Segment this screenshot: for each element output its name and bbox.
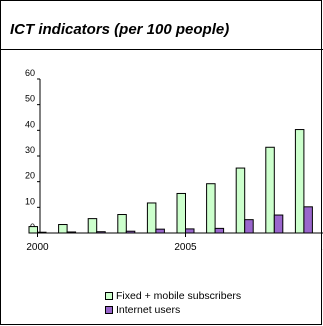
bar-internet bbox=[273, 214, 284, 234]
bar-internet bbox=[185, 228, 195, 234]
y-tick-label: 10 bbox=[25, 196, 35, 206]
x-tick-label: 2000 bbox=[26, 242, 49, 253]
legend-label-internet: Internet users bbox=[116, 304, 181, 316]
y-tick-label: 30 bbox=[25, 145, 35, 155]
y-tick-label: 50 bbox=[25, 94, 35, 104]
bar-internet bbox=[66, 231, 77, 234]
bar-internet bbox=[303, 206, 313, 234]
bar-fixed-mobile bbox=[265, 146, 275, 234]
legend-item-fixed-mobile: Fixed + mobile subscribers bbox=[105, 289, 241, 303]
bar-fixed-mobile bbox=[117, 214, 127, 234]
y-tick-label: 20 bbox=[25, 171, 35, 181]
legend: Fixed + mobile subscribers Internet user… bbox=[105, 289, 241, 317]
bar-internet bbox=[214, 227, 225, 234]
bar-fixed-mobile bbox=[206, 183, 216, 234]
title-divider bbox=[1, 49, 323, 50]
bar-internet bbox=[155, 228, 165, 234]
legend-item-internet: Internet users bbox=[105, 303, 241, 317]
x-tick-label: 2005 bbox=[174, 242, 197, 253]
legend-label-fixed-mobile: Fixed + mobile subscribers bbox=[116, 290, 242, 302]
y-tick-label: 60 bbox=[25, 68, 35, 78]
bar-fixed-mobile bbox=[87, 218, 98, 234]
bar-internet bbox=[125, 230, 136, 234]
y-tick-label: 40 bbox=[25, 119, 35, 129]
bar-fixed-mobile bbox=[146, 202, 157, 234]
bar-internet bbox=[37, 231, 47, 234]
legend-swatch-fixed-mobile bbox=[105, 292, 113, 300]
bar-internet bbox=[244, 219, 254, 234]
legend-swatch-internet bbox=[105, 306, 113, 314]
bar-internet bbox=[96, 231, 106, 234]
bar-fixed-mobile bbox=[58, 224, 68, 234]
bar-fixed-mobile bbox=[176, 192, 186, 234]
bar-fixed-mobile bbox=[28, 226, 38, 234]
chart-title: ICT indicators (per 100 people) bbox=[10, 21, 230, 38]
bar-fixed-mobile bbox=[294, 129, 305, 234]
bar-fixed-mobile bbox=[235, 167, 246, 234]
